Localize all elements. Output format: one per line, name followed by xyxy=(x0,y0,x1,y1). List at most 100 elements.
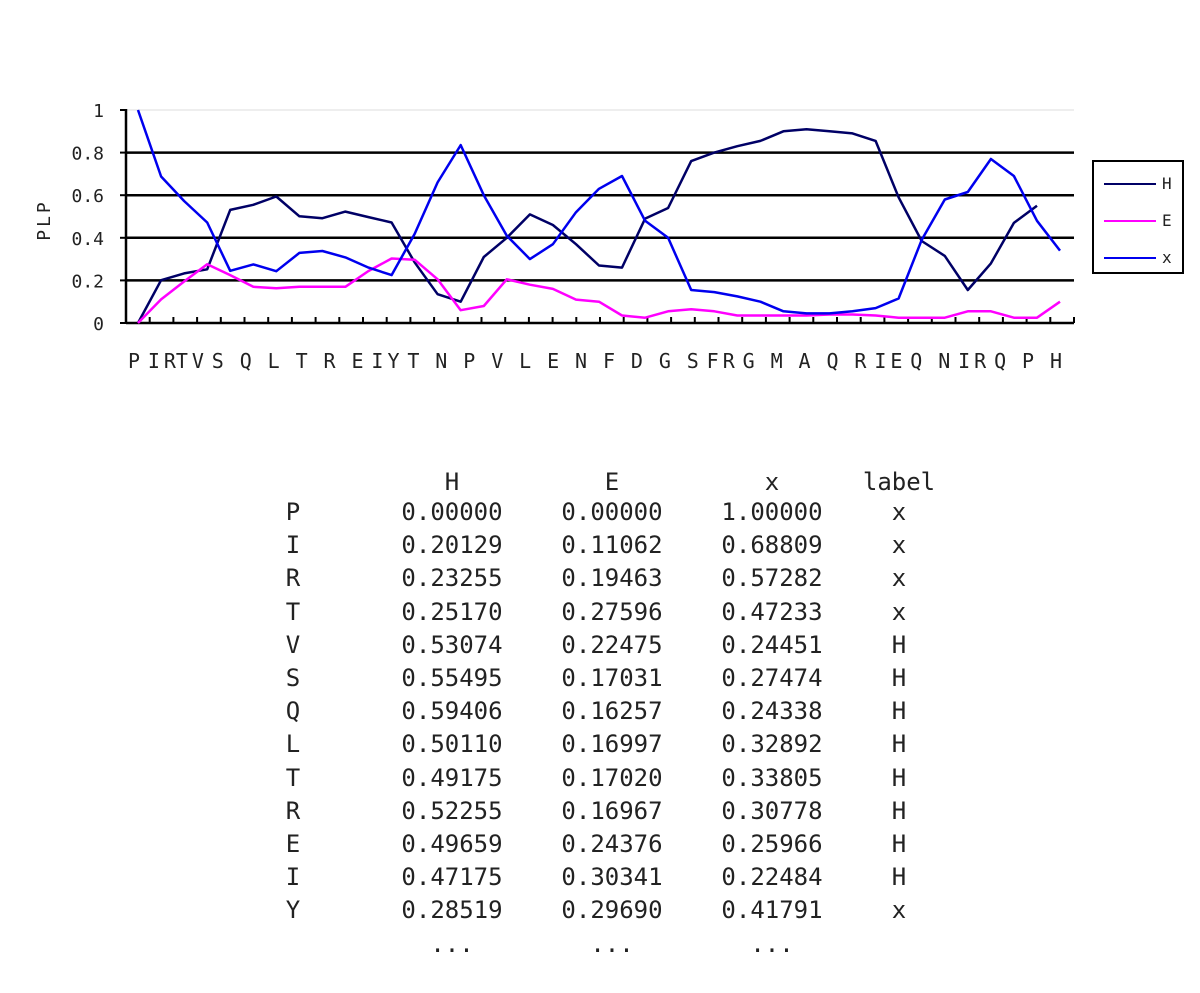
x-cell: 0.24451 xyxy=(721,630,823,659)
x-cell: 0.30778 xyxy=(721,796,823,825)
legend-swatch xyxy=(1104,220,1156,222)
label-cell: x xyxy=(891,597,907,626)
x-tick-label: R xyxy=(324,349,340,373)
x-tick-label: TV xyxy=(176,349,208,373)
x-tick-label: Q xyxy=(826,349,842,373)
x-cell: 0.68809 xyxy=(721,531,823,560)
x-tick-label: H xyxy=(1050,349,1066,373)
h-cell: 0.49659 xyxy=(401,830,503,858)
x-tick-label: T xyxy=(296,349,312,373)
e-cell: 0.17020 xyxy=(561,763,663,792)
series-line-x xyxy=(136,109,1061,315)
residue-cell: E xyxy=(285,830,301,858)
x-cell: 0.27474 xyxy=(721,664,823,692)
x-tick-label: IY xyxy=(371,349,403,373)
e-cell: 0.16997 xyxy=(561,730,663,759)
label-cell: H xyxy=(891,697,907,726)
table-row: R 0.23255 0.19463 0.57282 x xyxy=(0,562,1200,595)
x-tick-label: P xyxy=(128,349,144,373)
x-cell: 0.24338 xyxy=(721,697,823,726)
x-tick-label: M xyxy=(771,349,787,373)
y-axis-label: PLP xyxy=(34,199,55,241)
h-cell: 0.00000 xyxy=(401,498,503,526)
table-row: E 0.49659 0.24376 0.25966 H xyxy=(0,828,1200,861)
x-tick-label: S xyxy=(212,349,228,373)
h-cell: 0.55495 xyxy=(401,664,503,692)
table-row: Q 0.59406 0.16257 0.24338 H xyxy=(0,695,1200,728)
residue-cell: R xyxy=(285,564,301,593)
series-line-h xyxy=(136,127,1038,324)
table-row: S 0.55495 0.17031 0.27474 H xyxy=(0,662,1200,695)
x-cell: 0.22484 xyxy=(721,863,823,892)
x-tick-label: F xyxy=(603,349,619,373)
x-tick-label: N xyxy=(575,349,591,373)
x-tick-label: IR xyxy=(958,349,990,373)
e-cell: 0.16967 xyxy=(561,796,663,825)
e-cell: ... xyxy=(590,929,634,958)
x-tick-label: FR xyxy=(707,349,739,373)
x-tick-label: D xyxy=(631,349,647,373)
x-tick-label: G xyxy=(659,349,675,373)
x-cell: 0.47233 xyxy=(721,597,823,626)
plp-chart: 0 0.2 0.4 0.6 0.8 1 P IR TV S Q L T R E IY T N P V L E N F D G S FR… xyxy=(0,0,1200,420)
residue-cell: Y xyxy=(285,896,301,925)
label-cell: H xyxy=(891,830,907,858)
table-row: T 0.25170 0.27596 0.47233 x xyxy=(0,596,1200,629)
e-cell: 0.17031 xyxy=(561,664,663,692)
e-cell: 0.24376 xyxy=(561,830,663,858)
x-tick-label: L xyxy=(268,349,284,373)
h-cell: 0.52255 xyxy=(401,796,503,825)
table-row: V 0.53074 0.22475 0.24451 H xyxy=(0,629,1200,662)
x-tick-label: L xyxy=(519,349,535,373)
e-cell: 0.22475 xyxy=(561,630,663,659)
x-tick-label: E xyxy=(547,349,563,373)
h-cell: 0.59406 xyxy=(401,697,503,726)
table-row: Y 0.28519 0.29690 0.41791 x xyxy=(0,894,1200,927)
y-tick-label: 0 xyxy=(93,314,104,335)
h-cell: ... xyxy=(430,929,474,958)
legend-item-x: x xyxy=(1104,248,1180,268)
residue-cell: Q xyxy=(285,697,301,726)
y-tick-label: 0.4 xyxy=(71,229,104,250)
column-header: H xyxy=(444,468,460,496)
x-cell: 0.33805 xyxy=(721,763,823,792)
residue-cell: S xyxy=(285,664,301,692)
h-cell: 0.23255 xyxy=(401,564,503,593)
x-cell: 0.32892 xyxy=(721,730,823,759)
x-tick-label: R xyxy=(854,349,870,373)
table-row: I 0.47175 0.30341 0.22484 H xyxy=(0,861,1200,894)
y-tick-label: 0.8 xyxy=(71,144,104,165)
x-tick-label: E xyxy=(351,349,367,373)
table-row: ......... xyxy=(0,928,1200,961)
x-tick-label: P xyxy=(463,349,479,373)
table-row: I 0.20129 0.11062 0.68809 x xyxy=(0,529,1200,562)
x-tick-label: Q xyxy=(994,349,1010,373)
residue-cell: T xyxy=(285,763,301,792)
x-tick-label: Q xyxy=(910,349,926,373)
label-cell: x xyxy=(891,531,907,560)
residue-cell: I xyxy=(285,863,301,892)
h-cell: 0.20129 xyxy=(401,531,503,560)
h-cell: 0.53074 xyxy=(401,630,503,659)
residue-cell: V xyxy=(285,630,301,659)
x-tick-label: Q xyxy=(240,349,256,373)
h-cell: 0.28519 xyxy=(401,896,503,925)
x-tick-label: S xyxy=(687,349,703,373)
x-tick-label: IE xyxy=(874,349,906,373)
legend-swatch xyxy=(1104,183,1156,185)
x-cell: ... xyxy=(750,929,794,958)
e-cell: 0.11062 xyxy=(561,531,663,560)
x-tick-label: A xyxy=(799,349,815,373)
residue-cell: T xyxy=(285,597,301,626)
h-cell: 0.50110 xyxy=(401,730,503,759)
residue-cell: R xyxy=(285,796,301,825)
x-tick-label: N xyxy=(435,349,451,373)
x-tick-label: V xyxy=(491,349,507,373)
column-header: x xyxy=(764,468,780,496)
x-tick-label: IR xyxy=(148,349,180,373)
label-cell: H xyxy=(891,763,907,792)
h-cell: 0.47175 xyxy=(401,863,503,892)
